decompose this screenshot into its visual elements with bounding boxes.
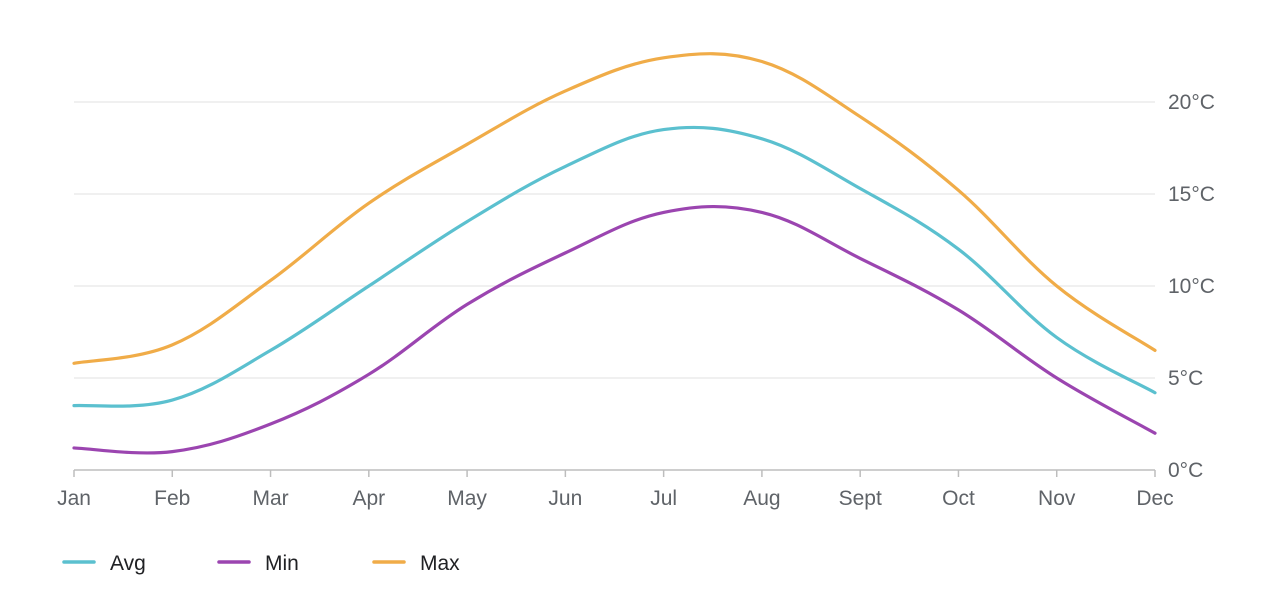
grid-lines [74, 101, 1155, 471]
series-lines [72, 52, 1157, 455]
x-tick-label: Dec [1136, 487, 1173, 510]
legend-label: Max [420, 552, 460, 575]
x-tick-label: Oct [942, 487, 975, 510]
x-tick-label: Jun [548, 487, 582, 510]
series-line-max [72, 52, 1157, 365]
x-tick-label: Apr [352, 487, 385, 510]
y-tick-label: 15°C [1168, 183, 1215, 206]
y-tick-label: 5°C [1168, 367, 1203, 390]
legend-item-avg[interactable]: Avg [62, 552, 146, 575]
x-tick-label: Sept [839, 487, 882, 510]
legend-label: Avg [110, 552, 146, 575]
legend-label: Min [265, 552, 299, 575]
x-tick-label: Jul [650, 487, 677, 510]
legend-item-min[interactable]: Min [217, 552, 299, 575]
y-tick-label: 0°C [1168, 459, 1203, 482]
x-axis-ticks: Jan Feb Mar Apr May Jun Jul Aug Sept Oct Nov Dec [57, 470, 1174, 510]
legend-item-max[interactable]: Max [372, 552, 460, 575]
series-line-avg [72, 125, 1157, 408]
x-tick-label: Feb [154, 487, 190, 510]
x-tick-label: May [447, 487, 487, 510]
y-tick-label: 10°C [1168, 275, 1215, 298]
x-tick-label: Jan [57, 487, 91, 510]
x-tick-label: Aug [743, 487, 780, 510]
legend: Avg Min Max [62, 552, 460, 575]
y-axis-ticks: 0°C 5°C 10°C 15°C 20°C [1168, 91, 1215, 482]
y-tick-label: 20°C [1168, 91, 1215, 114]
x-tick-label: Nov [1038, 487, 1076, 510]
x-tick-label: Mar [252, 487, 288, 510]
series-line-min [72, 204, 1157, 455]
